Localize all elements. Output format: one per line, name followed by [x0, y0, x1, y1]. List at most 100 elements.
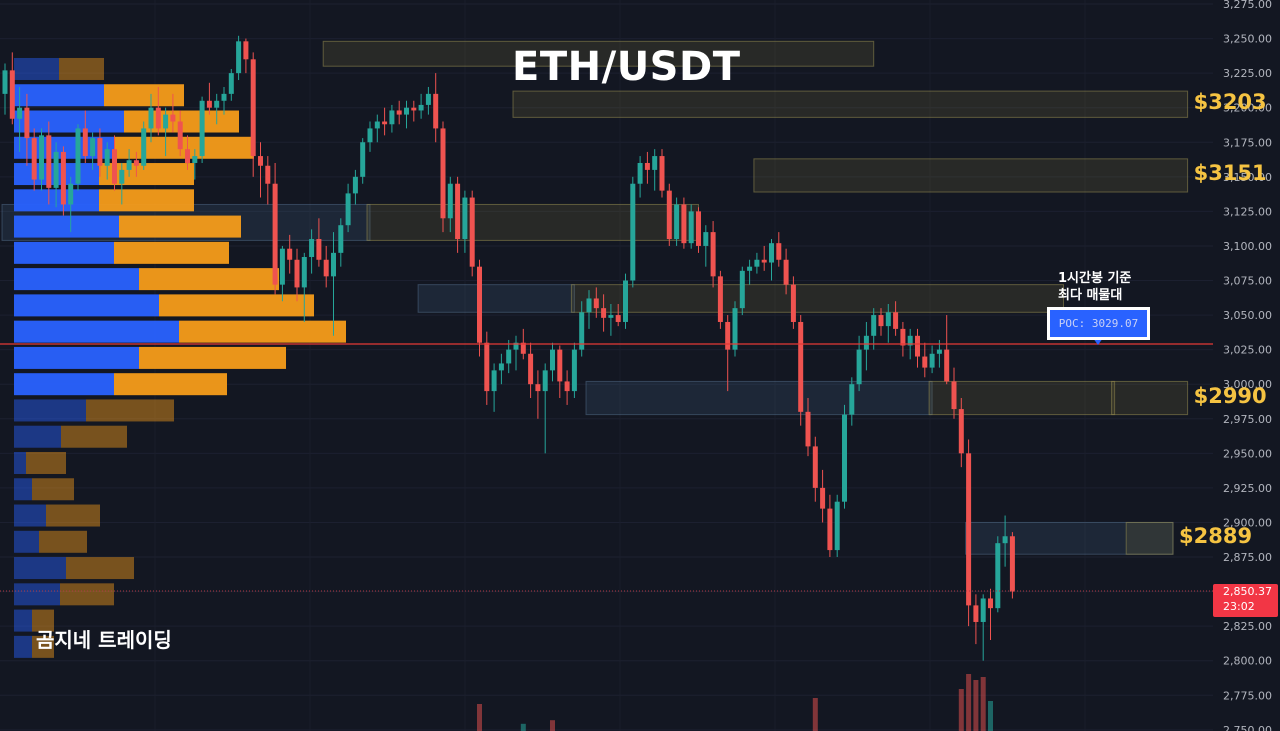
volume-profile-buy	[14, 346, 139, 369]
candle-body	[272, 183, 278, 285]
candle-body	[893, 312, 899, 329]
last-price-value: 2,850.37	[1223, 585, 1272, 598]
volume-profile-buy	[14, 268, 139, 291]
price-tick-label: 3,150.00	[1223, 171, 1272, 184]
candle-body	[703, 232, 709, 246]
volume-profile-buy	[14, 57, 59, 80]
zone-box	[753, 158, 1189, 193]
price-tick-label: 3,075.00	[1223, 275, 1272, 288]
candle-body	[754, 259, 760, 267]
candle-body	[345, 193, 351, 226]
candle-body	[725, 321, 731, 350]
volume-bar	[550, 720, 555, 731]
volume-profile-buy	[14, 451, 26, 474]
candle-body	[433, 93, 439, 129]
candle-body	[761, 259, 767, 263]
candle-body	[352, 176, 358, 194]
volume-profile-sell	[114, 373, 227, 396]
brand-watermark: 곰지네 트레이딩	[36, 628, 172, 652]
candle-body	[119, 169, 125, 184]
price-tick-label: 3,000.00	[1223, 378, 1272, 391]
candle-body	[104, 149, 110, 166]
candle-body	[550, 349, 555, 371]
price-tick-label: 2,775.00	[1223, 689, 1272, 702]
candle-body	[2, 70, 8, 94]
price-tick-label: 3,050.00	[1223, 309, 1272, 322]
volume-profile-buy	[14, 84, 104, 107]
candle-body	[812, 446, 818, 488]
volume-profile-sell	[59, 57, 104, 80]
candle-body	[513, 342, 519, 350]
zone-box	[1125, 521, 1174, 555]
volume-profile-sell	[46, 504, 100, 527]
last-price-tag: 2,850.37 23:02	[1213, 584, 1278, 617]
price-tick-label: 2,825.00	[1223, 620, 1272, 633]
candle-body	[688, 211, 694, 244]
zone-box	[928, 380, 1116, 416]
candle-body	[557, 349, 563, 382]
zone-box	[585, 380, 933, 416]
poc-annotation: 1시간봉 기준 최다 매물대	[1058, 270, 1178, 304]
candle-body	[323, 259, 329, 277]
candle-body	[644, 162, 650, 170]
candle-body	[170, 114, 176, 122]
candle-body	[710, 232, 716, 277]
volume-profile-sell	[32, 478, 74, 501]
candle-body	[68, 183, 74, 205]
candle-body	[82, 128, 88, 157]
candle-body	[542, 370, 548, 392]
price-tick-label: 3,175.00	[1223, 136, 1272, 149]
volume-profile-sell	[26, 451, 66, 474]
candle-body	[878, 315, 884, 327]
candle-body	[331, 252, 336, 277]
candle-body	[440, 128, 446, 219]
price-tick-label: 3,125.00	[1223, 205, 1272, 218]
volume-profile-buy	[14, 635, 32, 658]
volume-profile-buy	[14, 320, 179, 343]
candle-body	[236, 41, 242, 74]
volume-profile-sell	[159, 294, 314, 317]
zone-price-label: $3203	[1193, 90, 1267, 115]
volume-profile-sell	[114, 241, 229, 264]
candle-body	[24, 107, 30, 139]
volume-profile-sell	[139, 268, 279, 291]
volume-profile-sell	[99, 189, 194, 212]
volume-profile-buy	[14, 609, 32, 632]
volume-profile-sell	[119, 215, 241, 238]
candle-body	[163, 114, 169, 129]
candle-body	[484, 342, 490, 392]
volume-profile-sell	[32, 609, 54, 632]
candle-body	[192, 156, 198, 163]
price-tick-label: 2,900.00	[1223, 516, 1272, 529]
candle-body	[871, 315, 877, 336]
candle-body	[936, 349, 942, 354]
candle-body	[652, 156, 658, 170]
volume-profile-buy	[14, 504, 46, 527]
candle-body	[199, 100, 205, 157]
candle-body	[973, 605, 979, 622]
candle-body	[90, 138, 96, 157]
candle-body	[856, 349, 862, 385]
volume-profile-buy	[14, 110, 124, 133]
poc-annotation-line-2: 최다 매물대	[1058, 288, 1123, 303]
candle-body	[696, 211, 701, 246]
volume-profile-sell	[32, 635, 54, 658]
volume-bar	[973, 680, 979, 731]
volume-profile-buy	[14, 530, 39, 553]
volume-bar	[988, 701, 993, 731]
volume-profile-sell	[139, 346, 286, 369]
price-tick-label: 3,100.00	[1223, 240, 1272, 253]
candle-body	[258, 156, 263, 166]
price-tick-label: 3,200.00	[1223, 102, 1272, 115]
volume-profile-buy	[14, 399, 86, 422]
candle-body	[790, 284, 796, 322]
candle-body	[805, 411, 811, 447]
candle-body	[498, 363, 504, 371]
price-tick-label: 2,925.00	[1223, 482, 1272, 495]
volume-profile-buy	[14, 425, 61, 448]
candle-body	[338, 225, 344, 253]
candle-body	[681, 204, 687, 244]
volume-bars	[477, 674, 993, 731]
candle-body	[228, 73, 234, 94]
